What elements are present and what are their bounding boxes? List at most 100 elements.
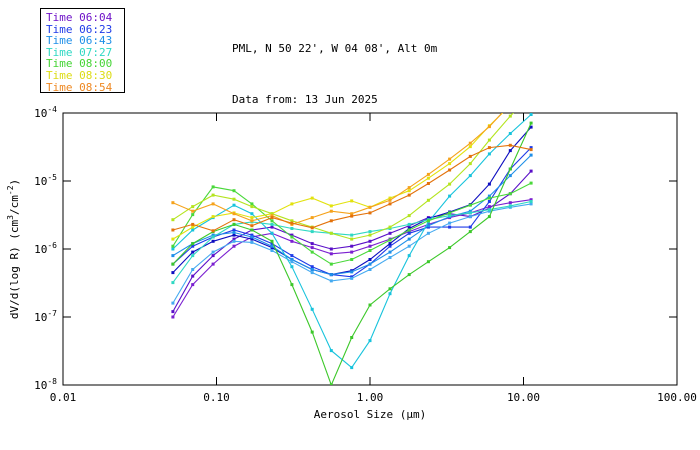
series-marker-time-0643-b xyxy=(407,244,411,248)
series-marker-time-0800-b xyxy=(250,202,254,206)
series-marker-time-0800-b xyxy=(407,228,411,232)
series-marker-time-0854-a xyxy=(368,205,372,209)
series-marker-time-0727-b xyxy=(529,200,533,203)
series-marker-time-0727-b xyxy=(290,227,294,230)
series-marker-time-0830-a xyxy=(350,199,354,203)
series-marker-time-0727-a xyxy=(171,247,175,251)
series-marker-time-0604-a xyxy=(388,231,392,235)
series-marker-time-0800-b xyxy=(191,213,195,217)
series-marker-time-0727-b xyxy=(171,281,175,285)
series-marker-time-0830-a xyxy=(426,176,430,180)
series-marker-time-0623-b xyxy=(171,271,175,275)
series-marker-time-0604-b xyxy=(368,244,372,248)
series-marker-time-0604-b xyxy=(171,315,175,319)
series-marker-time-0727-a xyxy=(310,307,314,311)
series-marker-time-0830-a xyxy=(388,196,392,200)
series-marker-time-0854-a xyxy=(388,198,392,202)
series-marker-time-0800-a xyxy=(191,242,195,246)
series-marker-time-0800-b xyxy=(368,249,372,252)
x-tick-label: 0.10 xyxy=(203,391,230,404)
series-marker-time-0727-a xyxy=(191,228,195,232)
series-marker-time-0800-b xyxy=(508,192,512,196)
series-marker-time-0604-b xyxy=(508,201,512,205)
series-marker-time-0623-a xyxy=(468,225,472,229)
series-marker-time-0854-b xyxy=(191,222,195,226)
series-marker-time-0800-a xyxy=(487,215,491,219)
series-marker-time-0800-b xyxy=(290,235,294,239)
series-marker-time-0643-a xyxy=(171,254,175,258)
series-marker-time-0800-b xyxy=(388,238,392,242)
series-marker-time-0854-a xyxy=(191,209,195,213)
series-marker-time-0727-b xyxy=(270,222,274,226)
series-marker-time-0800-a xyxy=(270,239,274,243)
series-marker-time-0643-a xyxy=(487,194,491,198)
series-marker-time-0830-b xyxy=(468,162,472,166)
series-marker-time-0830-a xyxy=(407,189,411,193)
series-marker-time-0623-b xyxy=(191,250,195,254)
series-line-time-0800-a xyxy=(172,122,532,385)
series-marker-time-0830-b xyxy=(508,114,512,118)
series-marker-time-0727-b xyxy=(487,208,491,212)
series-marker-time-0854-a xyxy=(329,209,333,213)
series-marker-time-0830-b xyxy=(487,138,491,142)
series-marker-time-0623-a xyxy=(350,275,354,279)
series-marker-time-0643-a xyxy=(232,231,236,234)
series-marker-time-0623-a xyxy=(290,254,294,258)
series-marker-time-0604-a xyxy=(290,233,294,237)
series-marker-time-0854-b xyxy=(310,226,314,230)
series-marker-time-0854-b xyxy=(487,146,491,150)
series-marker-time-0830-a xyxy=(171,237,175,241)
series-marker-time-0623-a xyxy=(270,242,274,246)
series-marker-time-0727-b xyxy=(468,211,472,215)
series-marker-time-0854-b xyxy=(250,224,254,228)
series-marker-time-0854-a xyxy=(426,172,430,176)
series-marker-time-0800-a xyxy=(250,228,254,232)
series-marker-time-0604-b xyxy=(329,252,333,256)
series-marker-time-0854-a xyxy=(530,83,533,86)
series-marker-time-0800-a xyxy=(426,260,430,264)
series-marker-time-0830-b xyxy=(232,197,236,201)
series-marker-time-0854-a xyxy=(310,216,314,220)
series-marker-time-0727-a xyxy=(487,152,491,156)
series-marker-time-0623-a xyxy=(310,265,314,269)
series-marker-time-0727-a xyxy=(350,366,354,370)
series-marker-time-0727-b xyxy=(508,204,512,208)
series-marker-time-0643-b xyxy=(171,301,175,305)
series-marker-time-0643-b xyxy=(388,256,392,259)
series-marker-time-0800-a xyxy=(329,383,333,385)
y-tick-label: 10-5 xyxy=(34,173,57,188)
series-marker-time-0854-b xyxy=(407,193,411,197)
series-marker-time-0800-a xyxy=(368,303,372,307)
legend-item-0727: Time 07:27 xyxy=(46,45,113,59)
y-tick-label: 10-8 xyxy=(34,377,57,392)
series-marker-time-0643-b xyxy=(270,249,274,252)
series-marker-time-0727-a xyxy=(529,113,533,116)
series-marker-time-0800-a xyxy=(407,273,411,277)
series-marker-time-0727-a xyxy=(448,194,452,198)
series-marker-time-0830-b xyxy=(191,205,195,209)
y-tick-label: 10-6 xyxy=(34,241,57,256)
series-marker-time-0604-b xyxy=(529,198,533,202)
series-marker-time-0854-b xyxy=(350,214,354,218)
series-marker-time-0643-b xyxy=(426,231,430,235)
chart-header: PML, N 50 22', W 04 08', Alt 0m Data fro… xyxy=(232,6,437,142)
series-marker-time-0830-b xyxy=(350,237,354,241)
series-marker-time-0800-b xyxy=(310,250,314,254)
series-marker-time-0623-b xyxy=(232,233,236,237)
series-marker-time-0800-a xyxy=(388,287,392,291)
series-marker-time-0643-b xyxy=(329,279,333,283)
legend-item-0643: Time 06:43 xyxy=(46,34,113,48)
series-marker-time-0727-a xyxy=(407,254,411,258)
y-tick-label: 10-4 xyxy=(34,105,57,120)
series-marker-time-0800-a xyxy=(310,330,314,334)
series-marker-time-0727-a xyxy=(270,231,274,235)
series-marker-time-0830-b xyxy=(530,93,533,96)
series-marker-time-0854-b xyxy=(270,216,274,220)
series-marker-time-0800-b xyxy=(232,189,236,193)
series-marker-time-0643-a xyxy=(508,174,512,178)
series-marker-time-0604-b xyxy=(191,283,195,287)
series-marker-time-0854-a xyxy=(509,103,512,106)
series-marker-time-0854-b xyxy=(232,218,236,222)
x-axis-label: Aerosol Size (μm) xyxy=(314,408,427,421)
